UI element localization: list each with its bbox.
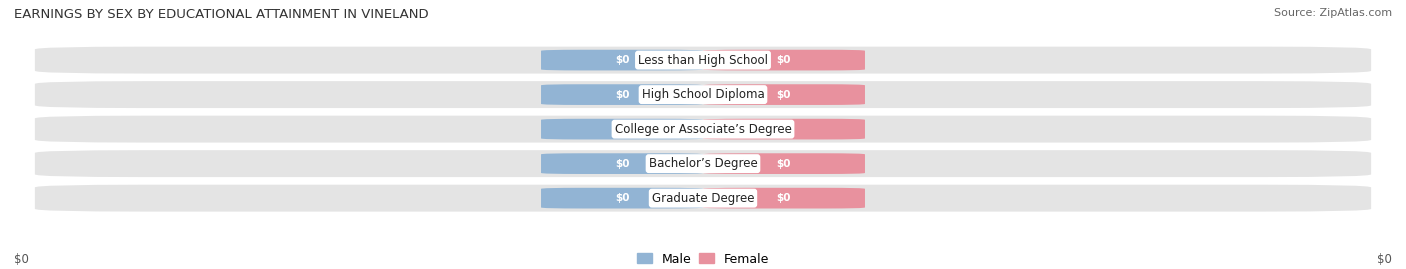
FancyBboxPatch shape bbox=[35, 47, 1371, 73]
Text: $0: $0 bbox=[614, 124, 630, 134]
FancyBboxPatch shape bbox=[541, 119, 703, 139]
Text: College or Associate’s Degree: College or Associate’s Degree bbox=[614, 123, 792, 136]
Text: $0: $0 bbox=[1376, 253, 1392, 266]
Legend: Male, Female: Male, Female bbox=[637, 253, 769, 266]
Text: $0: $0 bbox=[776, 90, 792, 100]
Text: $0: $0 bbox=[776, 193, 792, 203]
Text: Less than High School: Less than High School bbox=[638, 54, 768, 67]
Text: $0: $0 bbox=[14, 253, 30, 266]
FancyBboxPatch shape bbox=[703, 50, 865, 70]
FancyBboxPatch shape bbox=[703, 153, 865, 174]
Text: $0: $0 bbox=[614, 90, 630, 100]
Text: Source: ZipAtlas.com: Source: ZipAtlas.com bbox=[1274, 8, 1392, 18]
FancyBboxPatch shape bbox=[541, 50, 703, 70]
Text: $0: $0 bbox=[776, 55, 792, 65]
Text: EARNINGS BY SEX BY EDUCATIONAL ATTAINMENT IN VINELAND: EARNINGS BY SEX BY EDUCATIONAL ATTAINMEN… bbox=[14, 8, 429, 21]
Text: $0: $0 bbox=[614, 193, 630, 203]
Text: $0: $0 bbox=[776, 159, 792, 169]
FancyBboxPatch shape bbox=[541, 153, 703, 174]
FancyBboxPatch shape bbox=[703, 188, 865, 208]
FancyBboxPatch shape bbox=[35, 185, 1371, 212]
FancyBboxPatch shape bbox=[541, 188, 703, 208]
Text: $0: $0 bbox=[776, 124, 792, 134]
FancyBboxPatch shape bbox=[703, 84, 865, 105]
FancyBboxPatch shape bbox=[35, 150, 1371, 177]
FancyBboxPatch shape bbox=[703, 119, 865, 139]
FancyBboxPatch shape bbox=[541, 84, 703, 105]
FancyBboxPatch shape bbox=[35, 81, 1371, 108]
Text: $0: $0 bbox=[614, 159, 630, 169]
Text: High School Diploma: High School Diploma bbox=[641, 88, 765, 101]
Text: Graduate Degree: Graduate Degree bbox=[652, 192, 754, 205]
FancyBboxPatch shape bbox=[35, 116, 1371, 143]
Text: Bachelor’s Degree: Bachelor’s Degree bbox=[648, 157, 758, 170]
Text: $0: $0 bbox=[614, 55, 630, 65]
